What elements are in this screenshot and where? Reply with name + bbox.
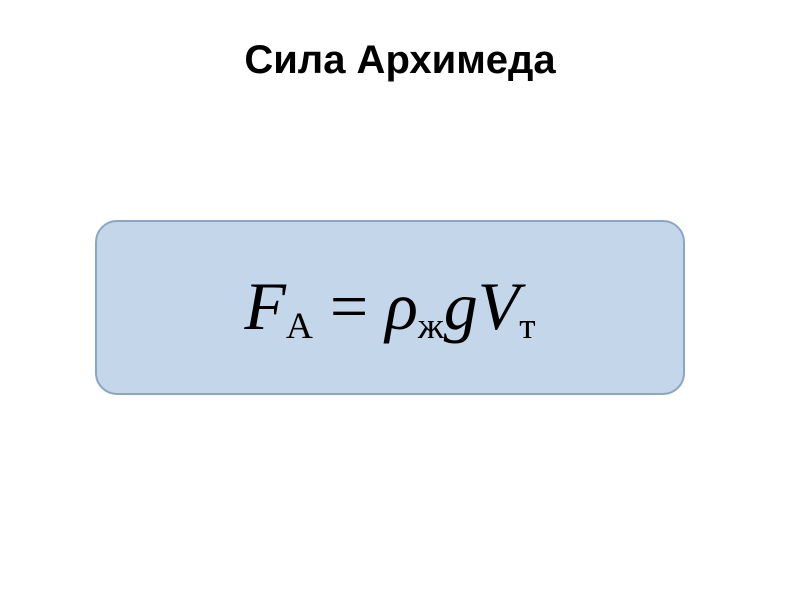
lhs-sub: A: [286, 306, 313, 347]
equals-sign: =: [313, 268, 385, 344]
rho-symbol: ρ: [385, 268, 418, 344]
g-symbol: g: [444, 268, 478, 344]
lhs-var: F: [244, 268, 286, 344]
rho-sub: ж: [418, 306, 444, 347]
archimedes-formula: FA = ρжgVт: [244, 267, 535, 348]
v-sub: т: [519, 306, 535, 347]
page-title: Сила Архимеда: [0, 38, 800, 83]
formula-container: FA = ρжgVт: [95, 220, 685, 395]
v-symbol: V: [478, 268, 520, 344]
